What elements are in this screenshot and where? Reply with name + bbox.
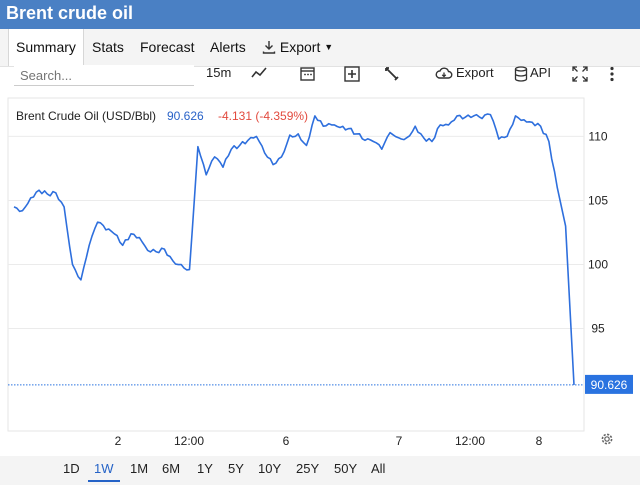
x-tick-label: 7 [396, 434, 403, 448]
chart-last-value: 90.626 [167, 109, 204, 123]
drawing-tools-icon[interactable] [383, 65, 401, 83]
x-tick-label: 12:00 [455, 434, 485, 448]
y-tick-label: 100 [588, 258, 608, 272]
cloud-download-icon[interactable] [435, 65, 453, 83]
period-1w[interactable]: 1W [94, 461, 114, 476]
y-tick-label: 110 [588, 129, 607, 143]
period-5y[interactable]: 5Y [228, 461, 244, 476]
export-button[interactable]: Export [456, 65, 494, 80]
price-series-line [13, 113, 575, 385]
x-tick-label: 12:00 [174, 434, 204, 448]
tab-forecast[interactable]: Forecast [140, 39, 195, 55]
database-icon [514, 66, 528, 82]
interval-selector[interactable]: 15m [206, 65, 232, 80]
chart-toolbar: 15m Export API [0, 62, 640, 86]
last-price-label-bg [585, 374, 633, 394]
window-titlebar: Brent crude oil [0, 0, 640, 29]
chart-title: Brent Crude Oil (USD/Bbl) [16, 109, 156, 123]
line-chart-icon[interactable] [250, 65, 268, 83]
period-1y[interactable]: 1Y [197, 461, 213, 476]
chart-change: -4.131 (-4.359%) [218, 109, 308, 123]
period-25y[interactable]: 25Y [296, 461, 320, 476]
period-selector: 1D 1W 1M 6M 1Y 5Y 10Y 25Y 50Y All [0, 456, 640, 485]
x-tick-label: 6 [283, 434, 290, 448]
x-tick-label: 8 [536, 434, 543, 448]
add-indicator-icon[interactable] [343, 65, 361, 83]
tab-export[interactable]: Export ▼ [262, 29, 333, 66]
tab-alerts[interactable]: Alerts [210, 39, 246, 55]
period-1d[interactable]: 1D [63, 461, 80, 476]
search-input[interactable] [14, 65, 194, 86]
settings-icon[interactable] [601, 433, 613, 445]
last-price-label: 90.626 [591, 378, 628, 392]
y-tick-label: 95 [591, 322, 605, 336]
window-title: Brent crude oil [6, 3, 134, 23]
y-tick-label: 105 [588, 193, 608, 207]
tab-export-label: Export [279, 39, 321, 55]
period-50y[interactable]: 50Y [334, 461, 358, 476]
period-10y[interactable]: 10Y [258, 461, 282, 476]
download-icon [262, 41, 276, 54]
api-button[interactable]: API [530, 65, 551, 80]
period-1m[interactable]: 1M [130, 461, 149, 476]
period-all[interactable]: All [371, 461, 386, 476]
period-active-underline [88, 480, 120, 482]
x-tick-label: 2 [115, 434, 122, 448]
caret-down-icon: ▼ [324, 42, 334, 52]
price-chart-svg: Brent Crude Oil (USD/Bbl) 90.626 -4.131 … [7, 97, 633, 448]
price-chart: Brent Crude Oil (USD/Bbl) 90.626 -4.131 … [0, 96, 640, 456]
calendar-icon[interactable] [299, 65, 317, 83]
tab-stats[interactable]: Stats [92, 39, 124, 55]
period-6m[interactable]: 6M [162, 461, 181, 476]
more-options-icon[interactable] [603, 65, 621, 83]
tab-summary[interactable]: Summary [8, 29, 84, 66]
fullscreen-icon[interactable] [571, 65, 589, 83]
tab-bar: Summary Stats Forecast Alerts Export ▼ [0, 29, 640, 67]
